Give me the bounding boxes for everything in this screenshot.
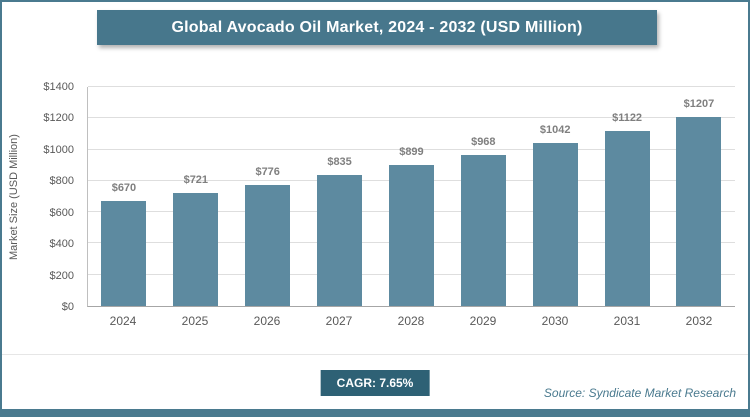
bar-value-label: $1207 (683, 98, 715, 111)
bar-slot: $1207 (663, 87, 735, 306)
x-tick-label: 2028 (397, 314, 425, 328)
y-axis-ticks: $0 $200 $400 $600 $800 $1000 $1200 $1400 (24, 81, 80, 313)
bar-slot: $899 (376, 87, 448, 306)
plot-area: $670 $721 $776 $835 $899 $968 $1042 $1122 $1207 (87, 86, 735, 307)
x-tick-label: 2031 (613, 314, 641, 328)
x-tick-label: 2027 (325, 314, 353, 328)
gridline (88, 148, 735, 150)
bar-value-label: $670 (111, 182, 137, 195)
chart-title: Global Avocado Oil Market, 2024 - 2032 (… (97, 10, 657, 45)
y-tick-label: $1200 (43, 112, 74, 125)
y-tick-label: $0 (61, 301, 74, 313)
bar-2032: $1207 (676, 98, 722, 306)
y-tick-label: $600 (49, 206, 74, 219)
bar-2024: $670 (101, 182, 147, 306)
cagr-badge: CAGR: 7.65% (320, 370, 430, 396)
bar-slot: $968 (447, 87, 519, 306)
x-tick-label: 2026 (253, 314, 281, 328)
gridline (88, 117, 735, 119)
bar-value-label: $776 (255, 165, 280, 178)
bar-value-label: $968 (471, 135, 496, 148)
x-tick-label: 2032 (685, 314, 713, 328)
bar-value-label: $835 (327, 156, 352, 169)
bar-2031: $1122 (604, 112, 650, 306)
bar-2028: $899 (388, 146, 434, 306)
bar-value-label: $1042 (539, 124, 571, 137)
y-tick-label: $800 (49, 175, 74, 188)
bar-value-label: $899 (399, 146, 424, 159)
x-tick-label: 2025 (181, 314, 209, 328)
y-tick-label: $1400 (43, 81, 74, 93)
x-axis-ticks: 2024 2025 2026 2027 2028 2029 2030 2031 2032 (87, 314, 735, 328)
y-tick-label: $200 (49, 269, 74, 282)
bars-container: $670 $721 $776 $835 $899 $968 $1042 $1122 $1207 (88, 87, 735, 306)
bar-slot: $1122 (591, 87, 663, 306)
y-tick-label: $400 (49, 238, 74, 251)
bar-2025: $721 (173, 174, 219, 306)
bar-value-label: $1122 (612, 111, 643, 124)
bar-2026: $776 (245, 166, 291, 306)
x-tick-label: 2024 (109, 314, 137, 328)
bar-slot: $1042 (519, 87, 591, 306)
bar-slot: $776 (232, 87, 304, 306)
x-tick-label: 2030 (541, 314, 569, 328)
y-tick-label: $1000 (43, 143, 74, 156)
bar-2030: $1042 (532, 124, 578, 306)
bar-slot: $670 (88, 87, 160, 306)
source-credit: Source: Syndicate Market Research (543, 386, 736, 400)
bar-2027: $835 (317, 156, 363, 306)
y-axis-title: Market Size (USD Million) (8, 134, 20, 260)
bar-slot: $721 (160, 87, 232, 306)
footer-divider (2, 354, 748, 355)
bar-2029: $968 (460, 136, 506, 306)
x-tick-label: 2029 (469, 314, 497, 328)
bar-value-label: $721 (183, 174, 209, 187)
gridline (88, 86, 735, 87)
bar-slot: $835 (304, 87, 376, 306)
